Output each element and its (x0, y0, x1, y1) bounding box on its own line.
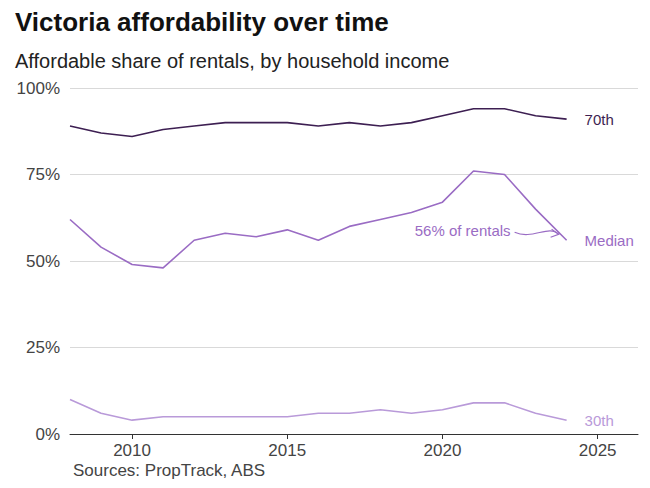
svg-text:Victoria affordability over ti: Victoria affordability over time (15, 7, 389, 37)
svg-text:25%: 25% (26, 338, 60, 357)
svg-text:2025: 2025 (579, 441, 617, 460)
svg-text:2020: 2020 (424, 441, 462, 460)
svg-text:100%: 100% (17, 79, 60, 98)
svg-text:75%: 75% (26, 165, 60, 184)
svg-text:0%: 0% (35, 425, 60, 444)
svg-text:2015: 2015 (268, 441, 306, 460)
svg-text:70th: 70th (585, 111, 614, 128)
svg-text:Median: Median (585, 232, 634, 249)
svg-text:56% of rentals: 56% of rentals (415, 222, 511, 239)
svg-text:30th: 30th (585, 412, 614, 429)
svg-text:2010: 2010 (113, 441, 151, 460)
svg-text:Sources: PropTrack, ABS: Sources: PropTrack, ABS (73, 461, 265, 480)
svg-text:50%: 50% (26, 252, 60, 271)
svg-text:Affordable share of rentals, b: Affordable share of rentals, by househol… (15, 50, 449, 72)
